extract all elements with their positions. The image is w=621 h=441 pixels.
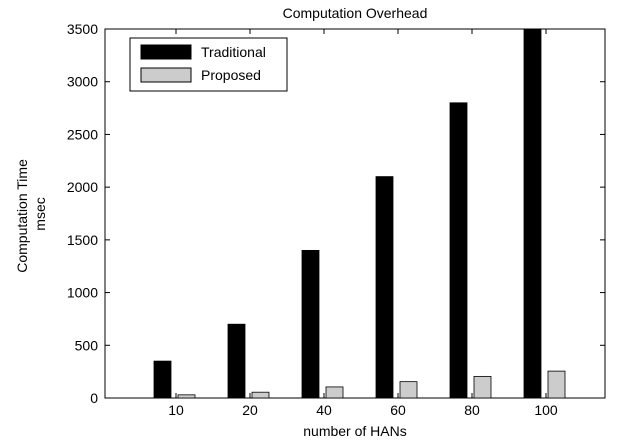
y-tick-label: 2000 [67,179,98,195]
x-axis-label: number of HANs [303,423,406,439]
bar-proposed-20 [251,391,270,399]
bar-proposed-80 [473,375,492,399]
y-tick-label: 1000 [67,285,98,301]
y-axis: 0 500 1000 1500 2000 2500 3000 3500 [67,21,605,406]
x-tick-label: 60 [390,402,406,418]
legend-label-proposed: Proposed [201,67,261,83]
chart-title: Computation Overhead [283,5,428,21]
legend-label-traditional: Traditional [201,44,266,60]
y-axis-label-line-2: msec [32,197,48,230]
y-axis-label: Computation Time msec [14,155,48,273]
y-tick-label: 3500 [67,21,98,37]
bars [153,28,566,399]
legend: Traditional Proposed [129,37,288,92]
bar-traditional-40 [301,249,320,399]
bar-proposed-100 [547,370,566,399]
x-tick-label: 100 [534,402,558,418]
bar-proposed-40 [325,386,344,399]
x-axis: 10 20 40 60 80 100 [168,29,558,418]
y-tick-label: 3000 [67,74,98,90]
bar-proposed-60 [399,381,418,399]
y-tick-label: 1500 [67,232,98,248]
bar-traditional-10 [153,360,172,399]
x-tick-label: 20 [242,402,258,418]
bar-proposed-10 [177,394,196,399]
y-tick-label: 2500 [67,126,98,142]
y-tick-label: 0 [90,390,98,406]
bar-traditional-20 [227,323,246,399]
y-tick-label: 500 [75,337,99,353]
legend-swatch-traditional [140,44,192,60]
x-tick-label: 40 [316,402,332,418]
bar-traditional-100 [523,28,542,399]
bar-traditional-60 [375,176,394,399]
x-tick-label: 10 [168,402,184,418]
bar-traditional-80 [449,102,468,399]
y-axis-label-line-1: Computation Time [14,159,30,273]
legend-swatch-proposed [140,67,192,83]
x-tick-label: 80 [464,402,480,418]
plot-frame [104,28,606,399]
